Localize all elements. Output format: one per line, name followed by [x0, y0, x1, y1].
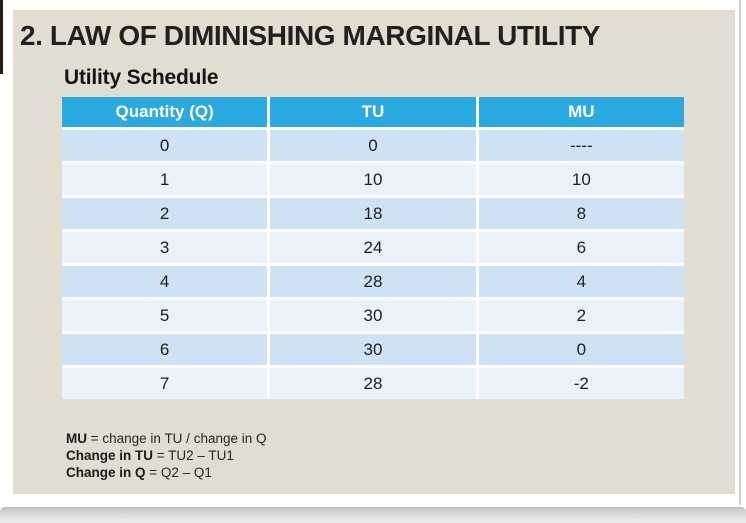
left-edge-accent-bar — [0, 0, 3, 74]
cell-mu: 4 — [478, 266, 684, 297]
table-row: 0 0 ---- — [62, 130, 684, 161]
table-row: 7 28 -2 — [62, 368, 684, 399]
slide-subtitle: Utility Schedule — [64, 66, 219, 89]
table-header-row: Quantity (Q) TU MU — [62, 97, 684, 127]
cell-mu: 10 — [478, 164, 684, 195]
cell-quantity: 7 — [62, 368, 268, 399]
cell-mu: -2 — [478, 368, 684, 399]
cell-tu: 18 — [270, 198, 476, 229]
cell-quantity: 6 — [62, 334, 268, 365]
cell-mu: 6 — [478, 232, 684, 263]
note-change-q-formula: Change in Q = Q2 – Q1 — [66, 464, 267, 481]
cell-tu: 28 — [270, 266, 476, 297]
cell-quantity: 0 — [62, 130, 268, 161]
table-row: 1 10 10 — [62, 164, 684, 195]
table-row: 2 18 8 — [62, 198, 684, 229]
note-text: = Q2 – Q1 — [145, 465, 212, 480]
cell-quantity: 5 — [62, 300, 268, 331]
cell-quantity: 1 — [62, 164, 268, 195]
cell-tu: 28 — [270, 368, 476, 399]
note-text: = TU2 – TU1 — [153, 448, 234, 463]
slide-title: 2. LAW OF DIMINISHING MARGINAL UTILITY — [20, 20, 601, 51]
note-bold-label: Change in TU — [66, 448, 153, 463]
note-change-tu-formula: Change in TU = TU2 – TU1 — [66, 447, 267, 464]
cell-tu: 10 — [270, 164, 476, 195]
formula-notes: MU = change in TU / change in Q Change i… — [66, 430, 267, 481]
cell-quantity: 3 — [62, 232, 268, 263]
note-bold-label: MU — [66, 431, 87, 446]
cell-mu: 0 — [478, 334, 684, 365]
note-mu-formula: MU = change in TU / change in Q — [66, 430, 267, 447]
table-row: 5 30 2 — [62, 300, 684, 331]
utility-schedule-table: Quantity (Q) TU MU 0 0 ---- 1 10 10 2 18… — [62, 97, 684, 399]
presentation-slide: 2. LAW OF DIMINISHING MARGINAL UTILITY U… — [13, 10, 735, 494]
cell-tu: 24 — [270, 232, 476, 263]
header-cell-mu: MU — [478, 97, 684, 127]
cell-mu: ---- — [478, 130, 684, 161]
cell-mu: 2 — [478, 300, 684, 331]
table-row: 6 30 0 — [62, 334, 684, 365]
cell-quantity: 2 — [62, 198, 268, 229]
table-row: 3 24 6 — [62, 232, 684, 263]
note-text: = change in TU / change in Q — [87, 431, 267, 446]
cell-tu: 30 — [270, 334, 476, 365]
cell-tu: 0 — [270, 130, 476, 161]
next-slide-top-edge — [0, 507, 746, 523]
table-row: 4 28 4 — [62, 266, 684, 297]
page-right-edge-line — [739, 0, 741, 505]
cell-quantity: 4 — [62, 266, 268, 297]
header-cell-quantity: Quantity (Q) — [62, 97, 268, 127]
cell-mu: 8 — [478, 198, 684, 229]
header-cell-tu: TU — [270, 97, 476, 127]
note-bold-label: Change in Q — [66, 465, 146, 480]
cell-tu: 30 — [270, 300, 476, 331]
